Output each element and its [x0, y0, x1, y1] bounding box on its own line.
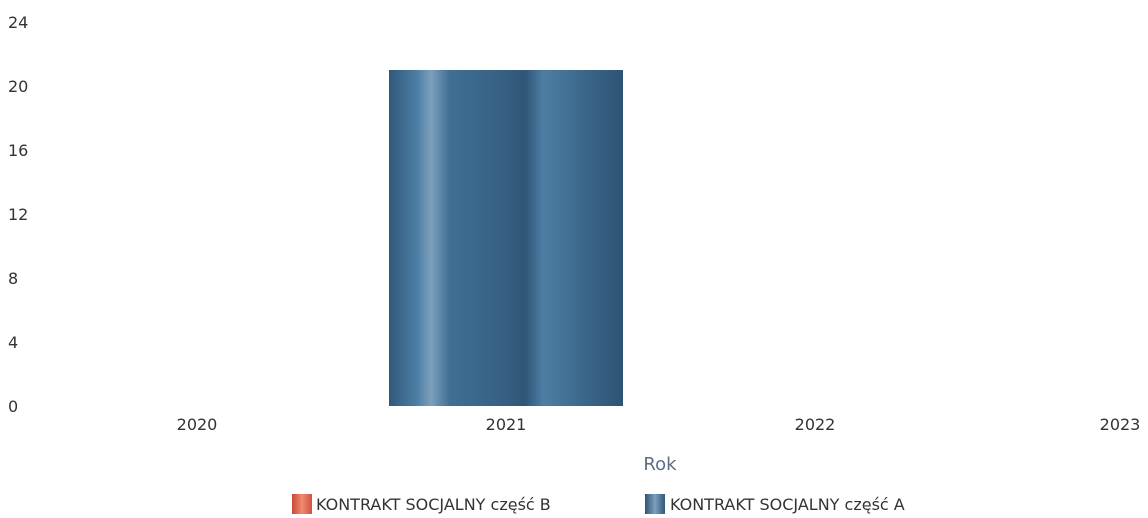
- x-tick-label-2023: 2023: [1100, 415, 1141, 434]
- y-tick-label-8: 8: [8, 269, 18, 288]
- legend: KONTRAKT SOCJALNY część B KONTRAKT SOCJAL…: [292, 494, 905, 514]
- bar-2021-series-1[interactable]: [389, 70, 623, 406]
- y-tick-label-12: 12: [8, 205, 28, 224]
- x-tick-label-2020: 2020: [177, 415, 218, 434]
- legend-label-1[interactable]: KONTRAKT SOCJALNY część A: [670, 495, 905, 514]
- legend-swatch-0: [292, 494, 312, 514]
- x-tick-label-2022: 2022: [795, 415, 836, 434]
- legend-label-0[interactable]: KONTRAKT SOCJALNY część B: [316, 495, 551, 514]
- y-tick-label-16: 16: [8, 141, 28, 160]
- x-tick-label-2021: 2021: [486, 415, 527, 434]
- x-axis-ticks: 2020 2021 2022 2023: [177, 415, 1141, 434]
- y-tick-label-20: 20: [8, 77, 28, 96]
- y-axis-ticks: 0 4 8 12 16 20 24: [8, 13, 28, 416]
- x-axis-title: Rok: [643, 454, 677, 475]
- bars: [389, 70, 623, 406]
- y-tick-label-4: 4: [8, 333, 18, 352]
- y-tick-label-24: 24: [8, 13, 28, 32]
- legend-swatch-1: [645, 494, 665, 514]
- y-tick-label-0: 0: [8, 397, 18, 416]
